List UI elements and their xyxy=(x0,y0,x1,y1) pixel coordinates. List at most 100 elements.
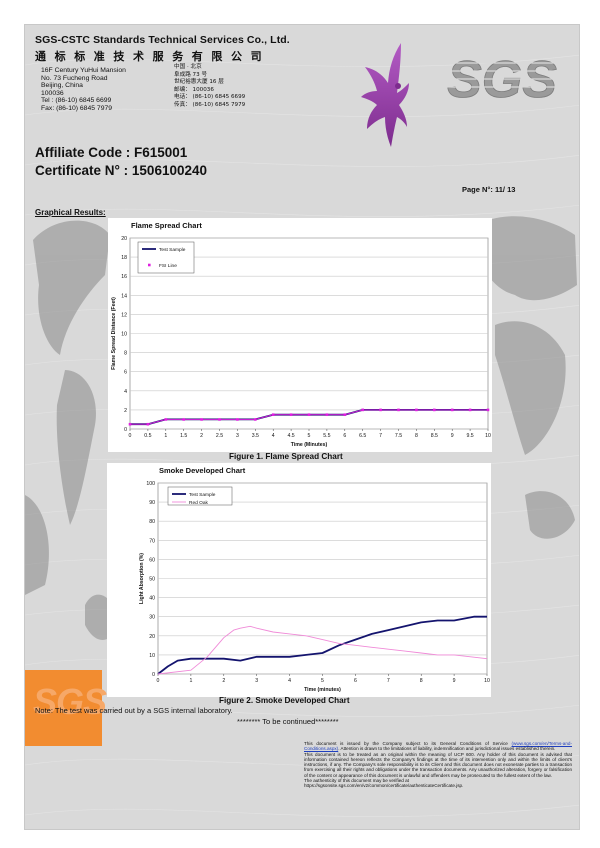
x-tick-label: 2 xyxy=(222,678,225,684)
y-tick-label: 70 xyxy=(149,538,155,544)
verification-url[interactable]: https://sgsonsite.sgs.com/en/v2/common/c… xyxy=(304,783,464,789)
address-line: Fax: (86-10) 6845 7979 xyxy=(41,104,113,112)
y-tick-label: 0 xyxy=(152,672,155,678)
address-en: 16F Century YuHui Mansion No. 73 Fucheng… xyxy=(41,67,126,113)
y-tick-label: 100 xyxy=(146,481,155,487)
x-tick-label: 9 xyxy=(453,678,456,684)
orange-sgs-watermark: SGS xyxy=(33,681,107,722)
address-line: 阜成路 73 号 xyxy=(174,71,208,78)
address-line: Tel : (86-10) 6845 6699 xyxy=(41,97,112,105)
x-tick-label: 8 xyxy=(420,678,423,684)
y-tick-label: 20 xyxy=(149,634,155,640)
y-tick-label: 10 xyxy=(121,332,127,338)
y-tick-label: 18 xyxy=(121,255,127,261)
legend-marker xyxy=(148,263,151,267)
y-axis-label: Light Absorption (%) xyxy=(139,553,145,604)
x-tick-label: 1.5 xyxy=(180,433,187,439)
data-point xyxy=(486,408,490,412)
x-axis-label: Time (minutes) xyxy=(304,687,341,693)
x-tick-label: 5 xyxy=(308,433,311,439)
disclaimer-paragraph-1: This document is issued by the Company s… xyxy=(304,741,572,752)
legend-box xyxy=(167,486,233,506)
data-point xyxy=(325,413,329,416)
x-tick-label: 8 xyxy=(415,433,418,439)
data-point xyxy=(397,408,400,412)
x-tick-label: 1 xyxy=(189,678,192,684)
disclaimer: This document is issued by the Company s… xyxy=(304,741,572,789)
disclaimer-paragraph-3: The authenticity of this document may be… xyxy=(304,778,409,784)
x-tick-label: 6.5 xyxy=(359,433,366,439)
chart-title: Smoke Developed Chart xyxy=(159,466,246,475)
terms-link[interactable]: (www.sgs.com/en/Terms-and-Conditions.asp… xyxy=(304,741,572,752)
y-tick-label: 16 xyxy=(121,274,127,280)
continued-marker: ******** To be continued******** xyxy=(237,717,339,726)
x-tick-label: 10 xyxy=(484,678,490,684)
data-point xyxy=(128,422,132,426)
sgs-logo: SGS xyxy=(443,51,561,105)
smoke-developed-chart: Smoke Developed Chart 0 10 20 30 40 50 60 70 80 90… xyxy=(107,463,491,697)
y-tick-label: 12 xyxy=(121,312,127,318)
y-tick-label: 14 xyxy=(121,293,127,299)
x-axis-label: Time (Minutes) xyxy=(291,442,328,448)
x-tick-label: 7.5 xyxy=(395,433,402,439)
data-point xyxy=(450,408,454,412)
company-name-cn: 通标标准技术服务有限公司 xyxy=(35,50,271,63)
x-tick-label: 2 xyxy=(200,433,203,439)
y-tick-label: 90 xyxy=(149,500,155,506)
y-tick-label: 50 xyxy=(149,577,155,583)
x-tick-label: 3.5 xyxy=(252,433,259,439)
address-cn: 中国 · 北京 阜成路 73 号 世纪裕惠大厦 16 层 邮编： 100036 … xyxy=(174,64,245,109)
data-point xyxy=(218,418,221,421)
y-tick-label: 30 xyxy=(149,615,155,621)
disclaimer-text: . Attention is drawn to the limitations … xyxy=(338,746,556,752)
x-tick-label: 3 xyxy=(255,678,258,684)
page-number: Page N°: 11/ 13 xyxy=(462,185,516,194)
y-tick-label: 80 xyxy=(149,519,155,525)
x-tick-label: 6 xyxy=(354,678,357,684)
company-name-en: SGS-CSTC Standards Technical Services Co… xyxy=(35,34,290,46)
data-point xyxy=(361,408,364,412)
y-tick-label: 40 xyxy=(149,596,155,602)
series-line xyxy=(157,615,487,675)
y-tick-label: 10 xyxy=(149,653,155,659)
legend-label: Test Sample xyxy=(189,492,216,498)
data-point xyxy=(164,418,168,421)
data-point xyxy=(146,422,150,426)
data-point xyxy=(182,418,185,421)
y-tick-label: 0 xyxy=(124,427,127,433)
series-line xyxy=(157,625,488,675)
data-point xyxy=(307,413,311,416)
legend-label: FSI Line xyxy=(159,263,177,269)
x-tick-label: 0 xyxy=(157,678,160,684)
x-tick-label: 7 xyxy=(387,678,390,684)
certificate-page: SGS-CSTC Standards Technical Services Co… xyxy=(24,24,580,830)
certificate-number: Certificate N° : 1506100240 xyxy=(35,163,207,178)
x-tick-label: 8.5 xyxy=(431,433,438,439)
figure-2-caption: Figure 2. Smoke Developed Chart xyxy=(219,696,350,705)
legend-box xyxy=(137,241,195,274)
graphical-results-heading: Graphical Results: xyxy=(35,208,106,217)
affiliate-code: Affiliate Code : F615001 xyxy=(35,145,188,160)
x-tick-label: 9.5 xyxy=(466,433,473,439)
data-point xyxy=(271,413,275,416)
x-tick-label: 2.5 xyxy=(216,433,223,439)
data-point xyxy=(254,418,257,421)
data-point xyxy=(200,418,203,421)
legend-label: Test Sample xyxy=(159,247,186,253)
x-tick-label: 1 xyxy=(164,433,167,439)
sgs-logo-text: SGS xyxy=(447,51,557,105)
x-tick-label: 4 xyxy=(272,433,275,439)
data-point xyxy=(343,413,347,416)
lab-note: Note: The test was carried out by a SGS … xyxy=(35,706,233,715)
y-tick-label: 4 xyxy=(124,389,127,395)
address-line: 世纪裕惠大厦 16 层 xyxy=(174,79,224,85)
disclaimer-paragraph-2: This document is to be treated as an ori… xyxy=(304,751,572,778)
x-tick-label: 9 xyxy=(451,433,454,439)
y-tick-label: 20 xyxy=(121,236,127,242)
x-tick-label: 7 xyxy=(379,433,382,439)
address-line: 邮编： 100036 xyxy=(174,86,214,93)
address-line: 中国 · 北京 xyxy=(174,64,202,70)
x-tick-label: 6 xyxy=(343,433,346,439)
data-point xyxy=(415,408,418,412)
